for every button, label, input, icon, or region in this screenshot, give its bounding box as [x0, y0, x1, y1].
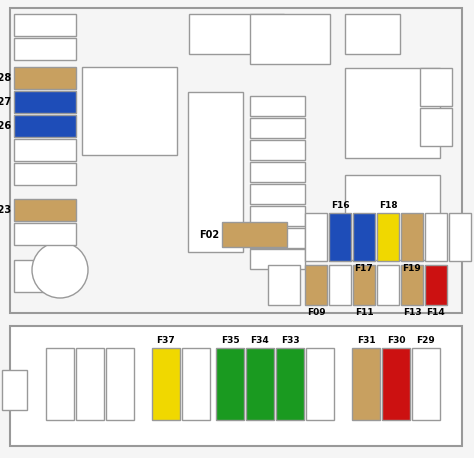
Bar: [250, 184, 305, 204]
Bar: [250, 228, 305, 248]
Text: F14: F14: [427, 308, 446, 317]
Text: F31: F31: [357, 336, 375, 345]
Bar: [14, 199, 76, 221]
Bar: [14, 139, 76, 161]
Bar: [10, 326, 462, 446]
Text: F34: F34: [251, 336, 269, 345]
Bar: [82, 67, 177, 155]
Bar: [14, 260, 49, 292]
Bar: [250, 206, 305, 226]
Bar: [401, 213, 423, 261]
Bar: [216, 348, 244, 420]
Text: F37: F37: [156, 336, 175, 345]
Bar: [305, 265, 327, 305]
Bar: [250, 162, 305, 182]
Bar: [14, 163, 76, 185]
Bar: [329, 265, 351, 305]
Bar: [14, 14, 76, 36]
Text: F19: F19: [402, 264, 421, 273]
Bar: [377, 213, 399, 261]
Bar: [345, 14, 400, 54]
Bar: [152, 348, 180, 420]
Bar: [250, 14, 330, 64]
Text: F35: F35: [221, 336, 239, 345]
Bar: [106, 348, 134, 420]
Bar: [420, 68, 452, 106]
Bar: [14, 67, 76, 89]
Bar: [353, 213, 375, 261]
Text: F23: F23: [0, 205, 11, 215]
Bar: [345, 68, 440, 158]
Bar: [412, 348, 440, 420]
Bar: [345, 175, 440, 260]
Bar: [189, 14, 284, 54]
Bar: [449, 213, 471, 261]
Bar: [246, 348, 274, 420]
Bar: [382, 348, 410, 420]
Bar: [222, 222, 287, 247]
Text: F09: F09: [307, 308, 325, 317]
Bar: [250, 140, 305, 160]
Bar: [329, 213, 351, 261]
Text: F29: F29: [417, 336, 436, 345]
Bar: [76, 348, 104, 420]
Circle shape: [32, 242, 88, 298]
Bar: [268, 265, 300, 305]
Bar: [250, 249, 305, 269]
Bar: [188, 92, 243, 252]
Text: F33: F33: [281, 336, 299, 345]
Text: F30: F30: [387, 336, 405, 345]
Text: F13: F13: [403, 308, 421, 317]
Bar: [14, 38, 76, 60]
Bar: [353, 265, 375, 305]
Bar: [306, 348, 334, 420]
Bar: [250, 118, 305, 138]
Text: F18: F18: [379, 201, 397, 210]
Bar: [352, 348, 380, 420]
Text: F17: F17: [355, 264, 374, 273]
Bar: [46, 348, 74, 420]
Bar: [401, 265, 423, 305]
Bar: [14, 223, 76, 245]
Bar: [276, 348, 304, 420]
Bar: [2, 370, 27, 410]
Bar: [14, 91, 76, 113]
Bar: [425, 213, 447, 261]
Text: F02: F02: [199, 229, 219, 240]
Text: F11: F11: [355, 308, 374, 317]
Bar: [305, 213, 327, 261]
Bar: [182, 348, 210, 420]
Text: F26: F26: [0, 121, 11, 131]
Bar: [420, 108, 452, 146]
Text: F16: F16: [331, 201, 349, 210]
Text: F27: F27: [0, 97, 11, 107]
Bar: [250, 96, 305, 116]
Text: F28: F28: [0, 73, 11, 83]
Bar: [377, 265, 399, 305]
Bar: [14, 115, 76, 137]
Bar: [10, 8, 462, 313]
Bar: [425, 265, 447, 305]
